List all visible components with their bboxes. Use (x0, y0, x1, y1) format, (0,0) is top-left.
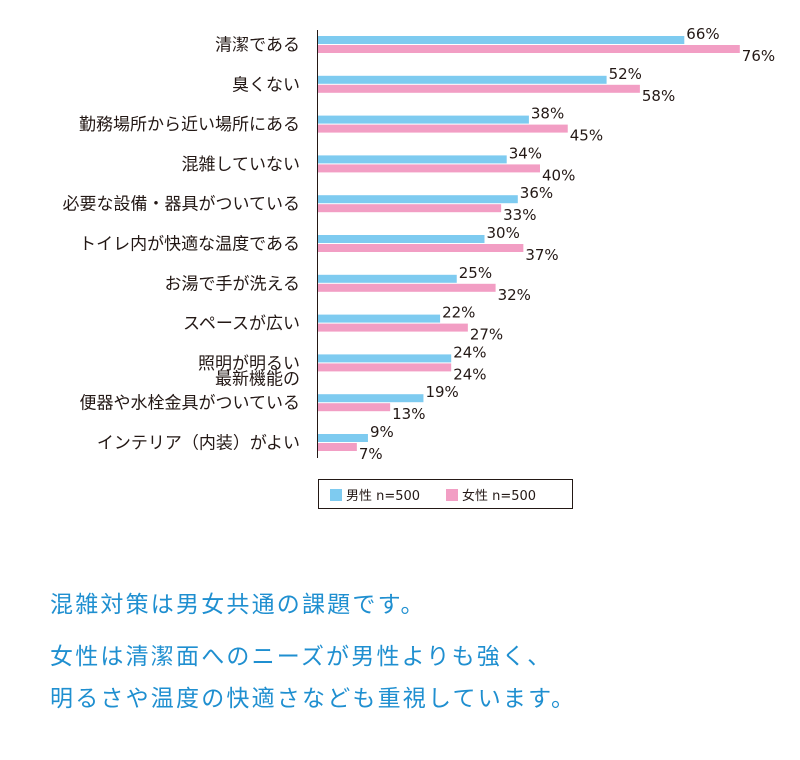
category-label: スペースが広い (183, 314, 300, 334)
value-label-male: 24% (453, 343, 486, 361)
bar-female (318, 84, 640, 93)
bar-female (318, 124, 568, 133)
value-label-male: 52% (609, 65, 642, 83)
caption-line-2: 女性は清潔面へのニーズが男性よりも強く、 (50, 644, 553, 670)
bar-female (318, 45, 740, 53)
value-label-female: 76% (742, 47, 775, 65)
bar-female (318, 323, 468, 332)
category-label: インテリア（内装）がよい (97, 434, 300, 454)
caption-line-1: 混雑対策は男女共通の課題です。 (50, 592, 426, 618)
value-label-female: 32% (498, 286, 531, 304)
value-label-female: 33% (503, 206, 536, 224)
bar-male (318, 115, 529, 124)
bar-female (318, 204, 502, 213)
bar-female (318, 164, 540, 173)
legend-label-male: 男性 n=500 (346, 489, 420, 504)
category-label: 混雑していない (182, 155, 301, 175)
value-label-male: 66% (686, 25, 719, 43)
value-label-male: 25% (459, 264, 492, 282)
bar-male (318, 434, 368, 442)
category-label: 勤務場所から近い場所にある (79, 115, 300, 135)
category-label: 便器や水栓金具がついている (80, 394, 301, 414)
category-label: 必要な設備・器具がついている (63, 195, 301, 215)
value-label-female: 40% (542, 166, 575, 184)
category-label: トイレ内が快適な温度である (79, 235, 300, 255)
value-label-female: 45% (570, 127, 603, 145)
bar-male (318, 314, 441, 323)
value-label-female: 37% (525, 246, 558, 264)
bar-chart: 清潔である 66% 76% 臭くない 52%58% 勤務場所から近い場所にある 38% 45%… (63, 25, 775, 509)
bar-female (318, 283, 496, 292)
legend-swatch-male (330, 489, 342, 501)
value-label-female: 27% (470, 326, 503, 344)
category-label: 照明が明るい (198, 354, 300, 374)
bar-female (318, 403, 391, 412)
bar-male (318, 274, 457, 283)
value-label-male: 36% (520, 184, 553, 202)
legend-frame (318, 479, 573, 509)
value-label-female: 24% (453, 365, 486, 383)
legend-swatch-female (446, 489, 458, 501)
legend: 男性 n=500 女性 n=500 (318, 479, 573, 509)
legend-label-female: 女性 n=500 (462, 488, 536, 504)
category-label: 最新機能の (215, 370, 300, 390)
bar-male (318, 75, 607, 84)
bar-female (318, 443, 357, 451)
value-label-male: 38% (531, 105, 564, 123)
bar-male (318, 195, 518, 204)
bar-male (318, 155, 507, 164)
bar-male (318, 394, 424, 403)
bar-female (318, 363, 452, 372)
bar-female (318, 244, 524, 252)
value-label-male: 22% (442, 304, 475, 322)
value-label-female: 7% (359, 445, 383, 463)
bar-male (318, 354, 452, 363)
bar-male (318, 36, 685, 44)
category-label: 清潔である (215, 36, 300, 56)
value-label-female: 13% (392, 405, 425, 423)
value-label-male: 19% (425, 383, 458, 401)
value-label-male: 34% (509, 144, 542, 162)
value-label-male: 9% (370, 423, 394, 441)
category-label: お湯で手が洗える (165, 274, 301, 294)
value-label-male: 30% (487, 224, 520, 242)
value-label-female: 58% (642, 87, 675, 105)
bar-male (318, 235, 485, 243)
caption-line-3: 明るさや温度の快適さなども重視しています。 (50, 686, 577, 712)
category-label: 臭くない (232, 75, 300, 95)
